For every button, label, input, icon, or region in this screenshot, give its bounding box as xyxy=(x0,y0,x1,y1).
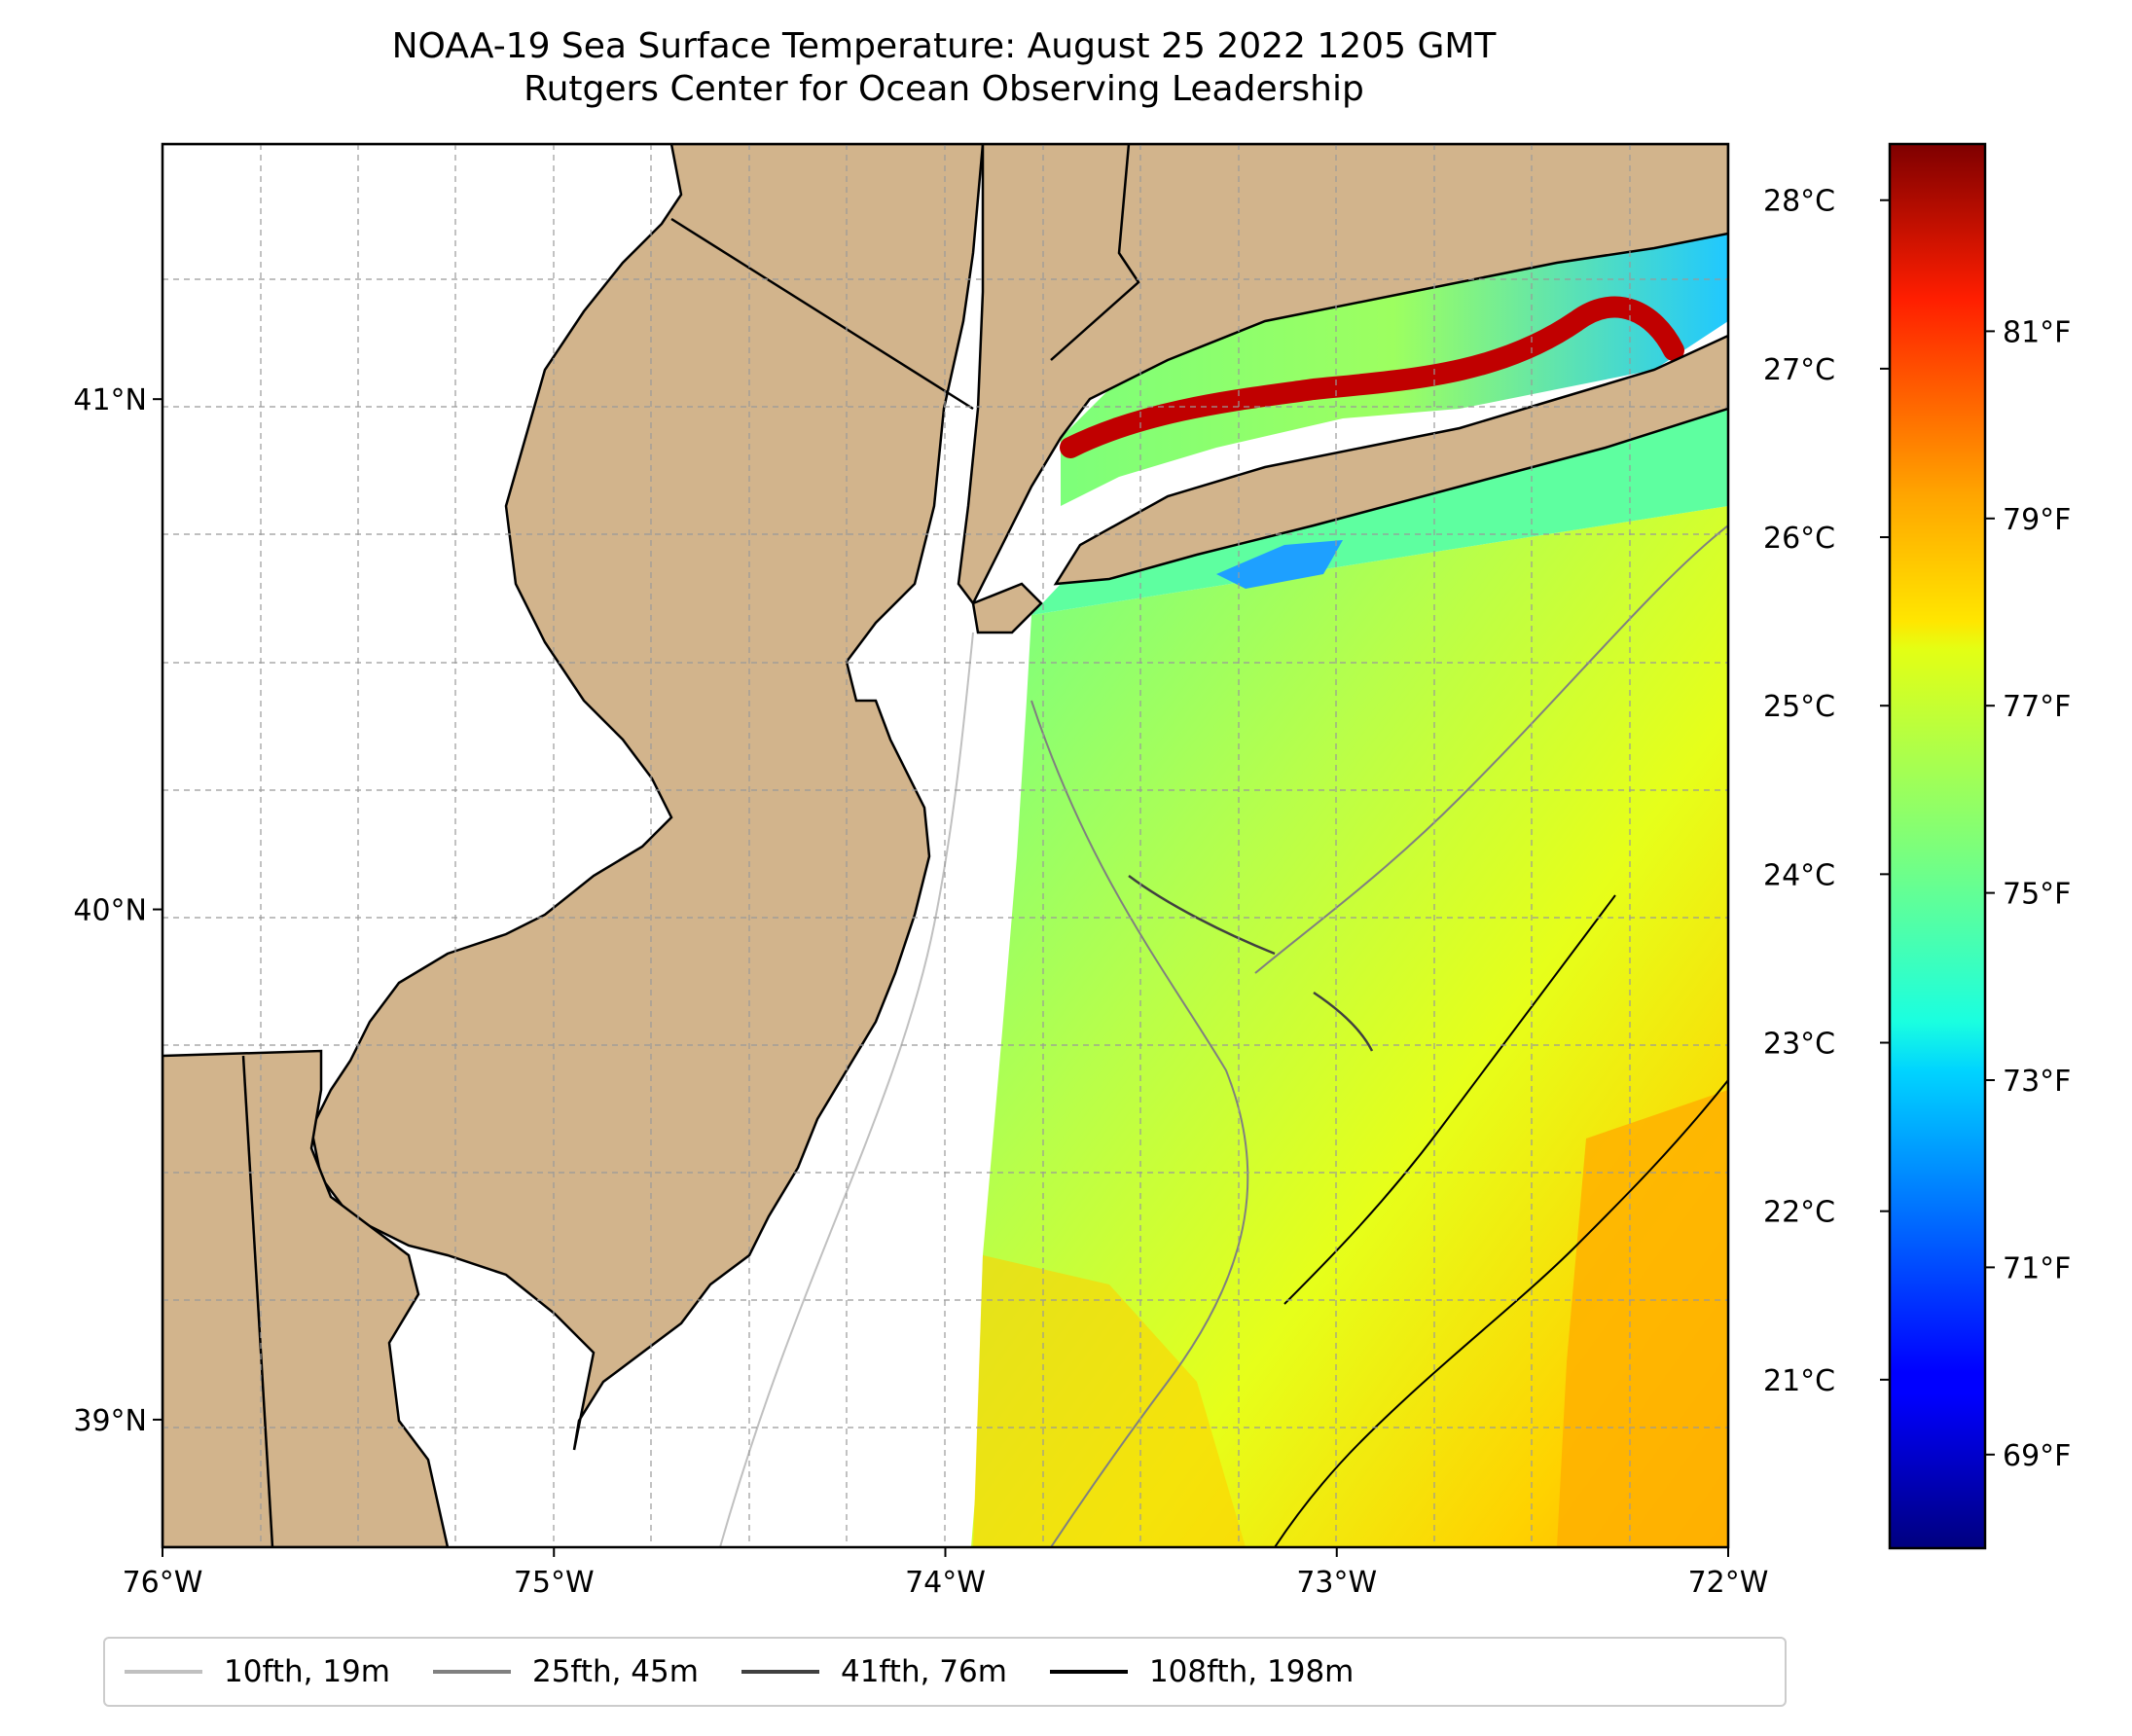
contour-25fth xyxy=(1030,700,1249,1547)
colorbar-fahrenheit-label: 79°F xyxy=(2003,503,2071,537)
land-long-island xyxy=(1053,334,1728,586)
x-tick-label: 76°W xyxy=(123,1566,203,1600)
colorbar-celsius-label: 21°C xyxy=(1763,1364,1835,1398)
land-staten-island xyxy=(971,582,1043,634)
legend-label-10fth: 10fth, 19m xyxy=(224,1654,390,1689)
legend-label-25fth: 25fth, 45m xyxy=(531,1654,699,1689)
state-border-ny-nj xyxy=(670,217,974,411)
colorbar-fahrenheit-label: 73°F xyxy=(2003,1065,2071,1099)
y-tick-label: 40°N xyxy=(73,894,147,928)
colorbar-fahrenheit-axis: 69°F 71°F 73°F 75°F 77°F 79°F 81°F xyxy=(1985,315,2071,1473)
legend-swatch-108fth xyxy=(1049,1670,1128,1674)
y-tick-label: 41°N xyxy=(73,383,147,417)
legend-label-108fth: 108fth, 198m xyxy=(1148,1654,1355,1689)
colorbar-celsius-label: 23°C xyxy=(1763,1028,1835,1062)
sst-warm-patch-south xyxy=(973,1255,1246,1547)
x-tick-label: 75°W xyxy=(514,1566,595,1600)
x-tick-label: 73°W xyxy=(1296,1566,1377,1600)
legend-label-41fth: 41fth, 76m xyxy=(840,1654,1007,1689)
land-ny-ct xyxy=(957,144,1728,606)
y-axis: 41°N 40°N 39°N xyxy=(73,383,163,1438)
colorbar-celsius-label: 22°C xyxy=(1763,1196,1835,1230)
legend-item-41fth: 41fth, 76m xyxy=(741,1654,1007,1689)
land-delaware xyxy=(163,1049,450,1547)
contour-108fth xyxy=(1274,1079,1728,1547)
x-axis: 76°W 75°W 74°W 73°W 72°W xyxy=(123,1547,1769,1600)
contour-10fth xyxy=(719,632,974,1547)
colorbar-celsius-label: 26°C xyxy=(1763,522,1835,556)
legend-item-25fth: 25fth, 45m xyxy=(432,1654,699,1689)
contour-41fth xyxy=(1128,874,1374,1052)
x-tick-label: 72°W xyxy=(1688,1566,1769,1600)
colorbar-celsius-label: 27°C xyxy=(1763,353,1835,387)
legend: 10fth, 19m 25fth, 45m 41fth, 76m 108fth,… xyxy=(103,1637,1787,1707)
colorbar-fahrenheit-label: 69°F xyxy=(2003,1439,2071,1473)
colorbar-fahrenheit-label: 75°F xyxy=(2003,878,2071,912)
colorbar-fahrenheit-label: 71°F xyxy=(2003,1251,2071,1285)
colorbar-fahrenheit-label: 81°F xyxy=(2003,315,2071,349)
contour-108fth-b xyxy=(1283,894,1616,1305)
legend-swatch-10fth xyxy=(125,1670,202,1674)
map-area xyxy=(163,144,1728,1547)
legend-item-10fth: 10fth, 19m xyxy=(125,1654,390,1689)
x-tick-label: 74°W xyxy=(905,1566,986,1600)
colorbar-fahrenheit-label: 77°F xyxy=(2003,690,2071,724)
sst-swath xyxy=(971,506,1728,1547)
contour-25fth-b xyxy=(1254,524,1728,974)
sst-cold-patch xyxy=(1216,540,1343,589)
legend-swatch-25fth xyxy=(432,1670,511,1674)
sst-sound-warm-streak xyxy=(1060,296,1684,458)
colorbar xyxy=(1888,142,1987,1550)
sst-long-island-sound xyxy=(1061,234,1728,506)
sst-warm-patch-east xyxy=(1557,1090,1728,1547)
colorbar-celsius-label: 25°C xyxy=(1763,690,1835,724)
legend-item-108fth: 108fth, 198m xyxy=(1049,1654,1355,1689)
y-tick-label: 39°N xyxy=(73,1404,147,1438)
legend-swatch-41fth xyxy=(741,1670,819,1674)
state-border-de-md xyxy=(241,1055,274,1547)
map-title-line-1: NOAA-19 Sea Surface Temperature: August … xyxy=(391,26,1497,66)
colorbar-celsius-axis: 21°C 22°C 23°C 24°C 25°C 26°C 27°C 28°C xyxy=(1763,185,1890,1398)
colorbar-celsius-label: 28°C xyxy=(1763,185,1835,219)
state-border-ny-pa xyxy=(1050,144,1140,361)
map-title-line-2: Rutgers Center for Ocean Observing Leade… xyxy=(524,69,1364,109)
colorbar-celsius-label: 24°C xyxy=(1763,858,1835,892)
gridlines xyxy=(163,144,1728,1547)
land-nj-pa xyxy=(163,144,985,1451)
